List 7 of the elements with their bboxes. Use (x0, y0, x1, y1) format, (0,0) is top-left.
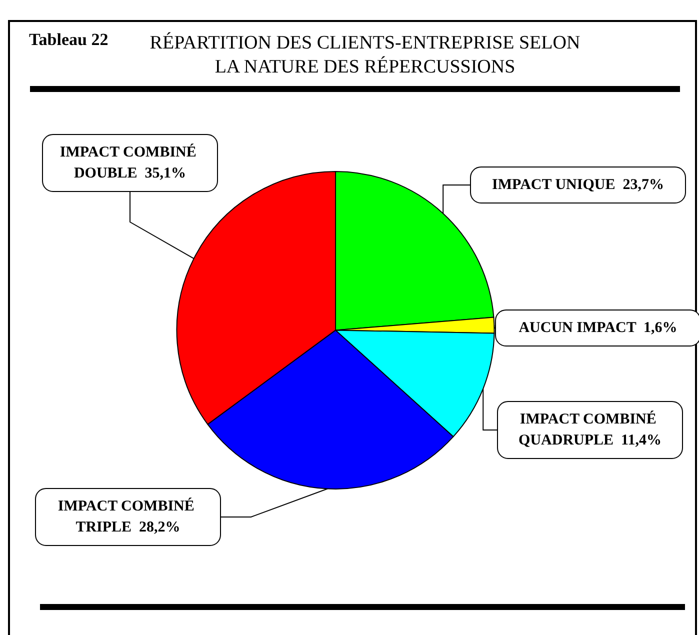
chart-title: RÉPARTITION DES CLIENTS-ENTREPRISE SELON LA NATURE DES RÉPERCUSSIONS (150, 32, 580, 78)
chart-subtitle: Tableau 22 (29, 30, 108, 49)
legend-label: AUCUN IMPACT 1,6% (518, 320, 678, 336)
slice-label: IMPACT COMBINÉ QUADRUPLE 11,4% (518, 410, 662, 448)
slice-label: IMPACT COMBINÉ DOUBLE 35,1% (60, 144, 200, 182)
slice-label: IMPACT UNIQUE 23,7% (492, 177, 664, 193)
slice-label: IMPACT COMBINÉ TRIPLE 28,2% (58, 498, 198, 536)
